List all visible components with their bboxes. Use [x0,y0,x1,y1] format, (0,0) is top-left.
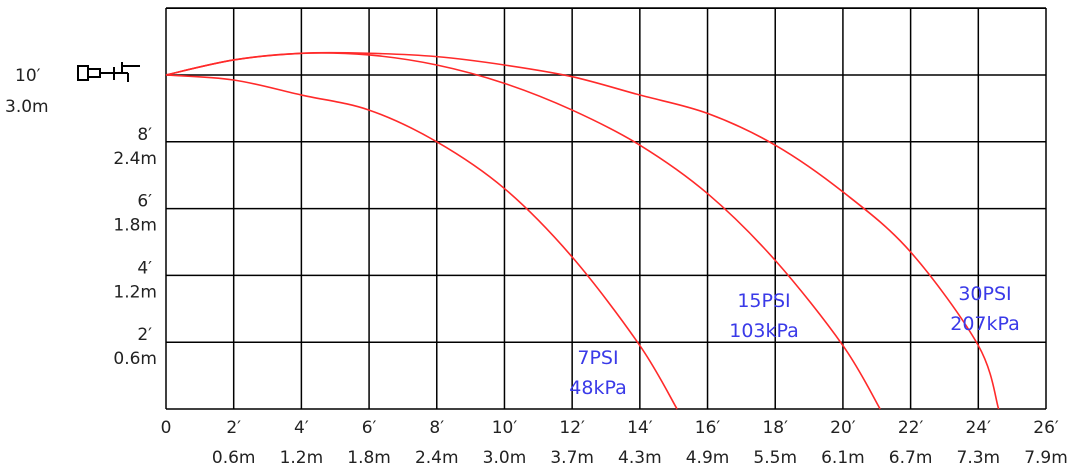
series-label-3: 30PSI [958,283,1011,305]
x-tick-label-m: 7.3m [957,448,1001,468]
y-tick-label-ft: 6′ [137,192,152,212]
y-tick-label-ft: 10′ [15,66,41,86]
x-axis-ticks: 0 2′ 0.6m 4′ 1.2m 6′ 1.8m 8′ 2.4m 10′ 3.0m 12′ 3.7m 1… [161,418,1068,468]
y-tick-label-m: 1.2m [113,282,157,302]
sprinkler-nozzle-icon [77,62,140,82]
series-label-1: 48kPa [569,377,626,399]
series-curve-3 [165,51,1000,410]
x-tick-label-ft: 16′ [695,418,721,438]
x-tick-label-ft: 24′ [966,418,992,438]
series-curve-1 [165,74,678,410]
x-tick-label-ft: 18′ [762,418,788,438]
series-label-2: 15PSI [737,290,790,312]
y-tick-label-ft: 2′ [137,325,152,345]
x-tick-label-m: 1.2m [280,448,324,468]
x-tick-label-ft: 26′ [1033,418,1059,438]
x-tick-label-m: 4.3m [618,448,662,468]
x-tick-label-m: 4.9m [686,448,730,468]
curves [165,51,1000,410]
x-tick-label-ft: 10′ [492,418,518,438]
x-tick-label-m: 5.5m [753,448,797,468]
y-tick-label-ft: 8′ [137,125,152,145]
x-tick-label-m: 3.7m [550,448,594,468]
x-tick-label-ft: 14′ [627,418,653,438]
series-labels: 7PSI 48kPa 15PSI 103kPa 30PSI 207kPa [569,283,1019,399]
x-tick-label-ft: 20′ [830,418,856,438]
x-tick-label-ft: 4′ [294,418,309,438]
x-tick-label-ft: 6′ [362,418,377,438]
x-tick-label-m: 0.6m [212,448,256,468]
x-tick-label-m: 1.8m [347,448,391,468]
x-tick-label-m: 7.9m [1024,448,1068,468]
x-tick-label-ft: 8′ [429,418,444,438]
x-tick-label-m: 6.1m [821,448,865,468]
y-tick-label-m: 0.6m [113,349,157,369]
x-tick-label-ft: 2′ [226,418,241,438]
x-tick-label-m: 6.7m [889,448,933,468]
x-tick-label-ft: 22′ [898,418,924,438]
series-label-2: 103kPa [729,320,799,342]
series-label-3: 207kPa [950,313,1020,335]
y-tick-label-m: 2.4m [113,149,157,169]
y-tick-label-ft: 4′ [137,258,152,278]
y-axis-ticks: 10′ 3.0m 8′ 2.4m 6′ 1.8m 4′ 1.2m 2′ 0.6m [5,66,157,369]
y-tick-label-m: 1.8m [113,216,157,236]
x-tick-label-m: 3.0m [483,448,527,468]
x-tick-label-ft: 0 [161,418,172,438]
x-tick-label-ft: 12′ [559,418,585,438]
series-curve-2 [165,52,881,410]
grid [165,7,1047,410]
series-label-1: 7PSI [577,347,618,369]
y-tick-label-m: 3.0m [5,97,49,117]
x-tick-label-m: 2.4m [415,448,459,468]
